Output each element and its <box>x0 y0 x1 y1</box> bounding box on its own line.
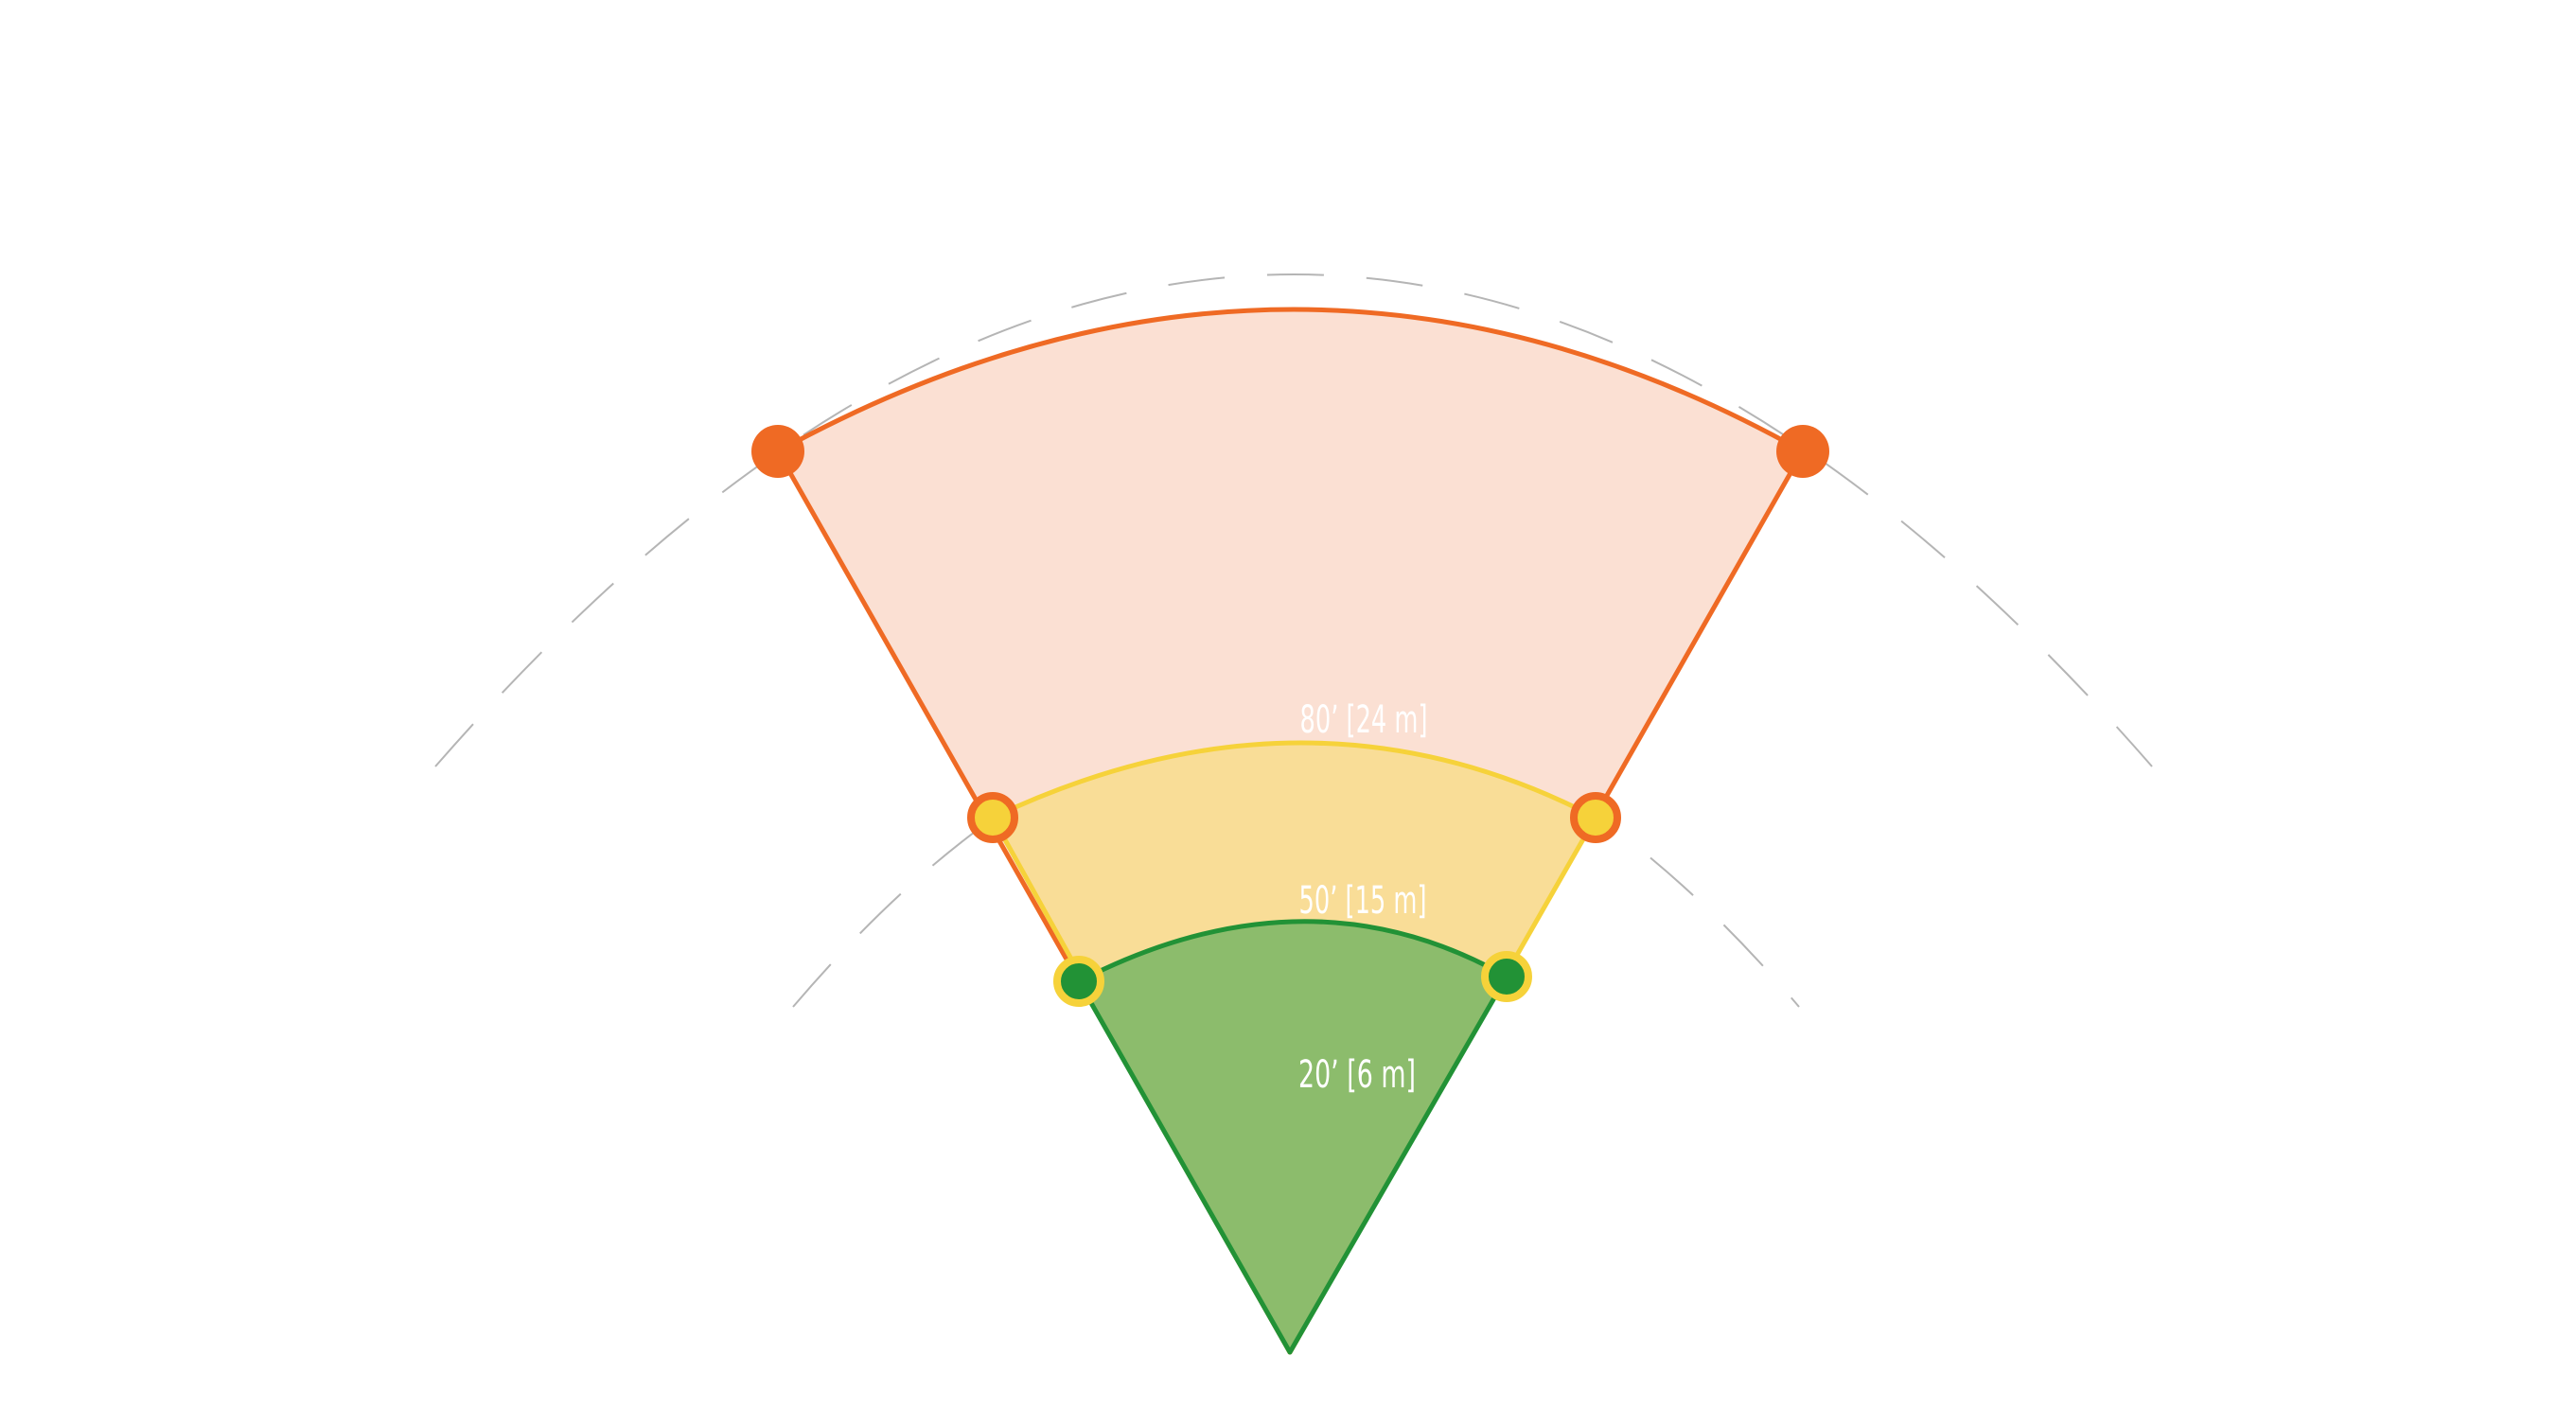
zone-label: 20’ [6 m] <box>1298 1053 1416 1097</box>
zone-label: 50’ [15 m] <box>1299 879 1427 923</box>
long-range-handle[interactable] <box>751 425 804 478</box>
short-range-zone <box>1076 919 1509 1355</box>
zone-label: 80’ [24 m] <box>1300 698 1428 742</box>
outer-range-arc <box>434 273 2153 767</box>
long-range-handle[interactable] <box>1776 425 1829 478</box>
medium-range-handle[interactable] <box>1570 792 1621 843</box>
short-range-handle[interactable] <box>1053 956 1104 1007</box>
short-range-handle[interactable] <box>1481 951 1532 1002</box>
medium-range-handle[interactable] <box>967 792 1018 843</box>
